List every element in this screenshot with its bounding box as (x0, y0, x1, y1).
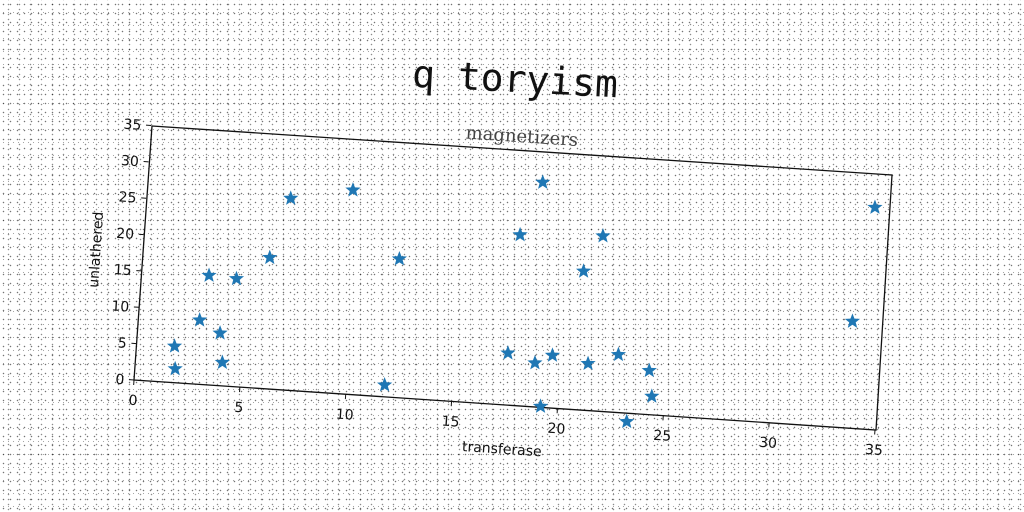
data-point-star (527, 354, 543, 370)
x-tick-label: 5 (234, 400, 244, 417)
data-point-star (376, 377, 393, 392)
y-tick-label: 35 (123, 117, 142, 134)
data-point-star (283, 190, 299, 205)
chart-title: q toryism (411, 52, 619, 107)
data-point-star (610, 346, 627, 362)
data-point-star (575, 263, 592, 278)
data-point-star (214, 354, 230, 369)
y-tick-label: 25 (118, 189, 137, 206)
plot-frame (133, 125, 893, 431)
y-axis-label: unlathered (86, 211, 107, 288)
data-point-star (844, 313, 861, 328)
data-point-star (201, 267, 217, 282)
chart-subtitle: magnetizers (465, 123, 579, 151)
data-point-star (500, 345, 516, 360)
data-point-star (867, 199, 883, 214)
data-points (166, 174, 883, 429)
y-tick-label: 15 (113, 262, 132, 279)
data-point-star (345, 182, 361, 197)
x-axis-label: transferase (461, 439, 542, 460)
x-tick-label: 10 (335, 407, 354, 424)
x-tick-label: 15 (441, 414, 460, 431)
data-point-star (391, 250, 408, 266)
y-tick-label: 5 (117, 335, 127, 352)
axis-ticks: 0 5 10 15 20 25 30 35 0 5 10 15 20 25 30 35 (111, 117, 884, 459)
data-point-star (619, 413, 635, 429)
data-point-star (192, 312, 208, 327)
data-point-star (167, 360, 183, 376)
x-tick-label: 20 (547, 421, 566, 438)
data-point-star (644, 388, 660, 403)
data-point-star (166, 338, 183, 353)
data-point-star (544, 347, 561, 362)
data-point-star (641, 362, 657, 378)
x-tick-label: 0 (128, 393, 138, 410)
y-tick-label: 0 (115, 372, 125, 389)
data-point-star (228, 270, 245, 286)
data-point-star (262, 249, 278, 265)
data-point-star (580, 355, 596, 371)
data-point-star (595, 228, 611, 243)
x-tick-label: 35 (865, 442, 884, 459)
y-tick-label: 20 (116, 226, 135, 243)
data-point-star (532, 398, 549, 413)
data-point-star (535, 174, 551, 189)
x-tick-label: 30 (759, 435, 778, 452)
y-tick-label: 10 (111, 298, 130, 315)
y-tick-label: 30 (121, 153, 140, 170)
data-point-star (512, 226, 528, 242)
x-tick-label: 25 (653, 428, 672, 445)
data-point-star (212, 325, 228, 340)
plot-area: 0 5 10 15 20 25 30 35 0 5 10 15 20 25 30 35 magnetizers… (86, 117, 893, 460)
